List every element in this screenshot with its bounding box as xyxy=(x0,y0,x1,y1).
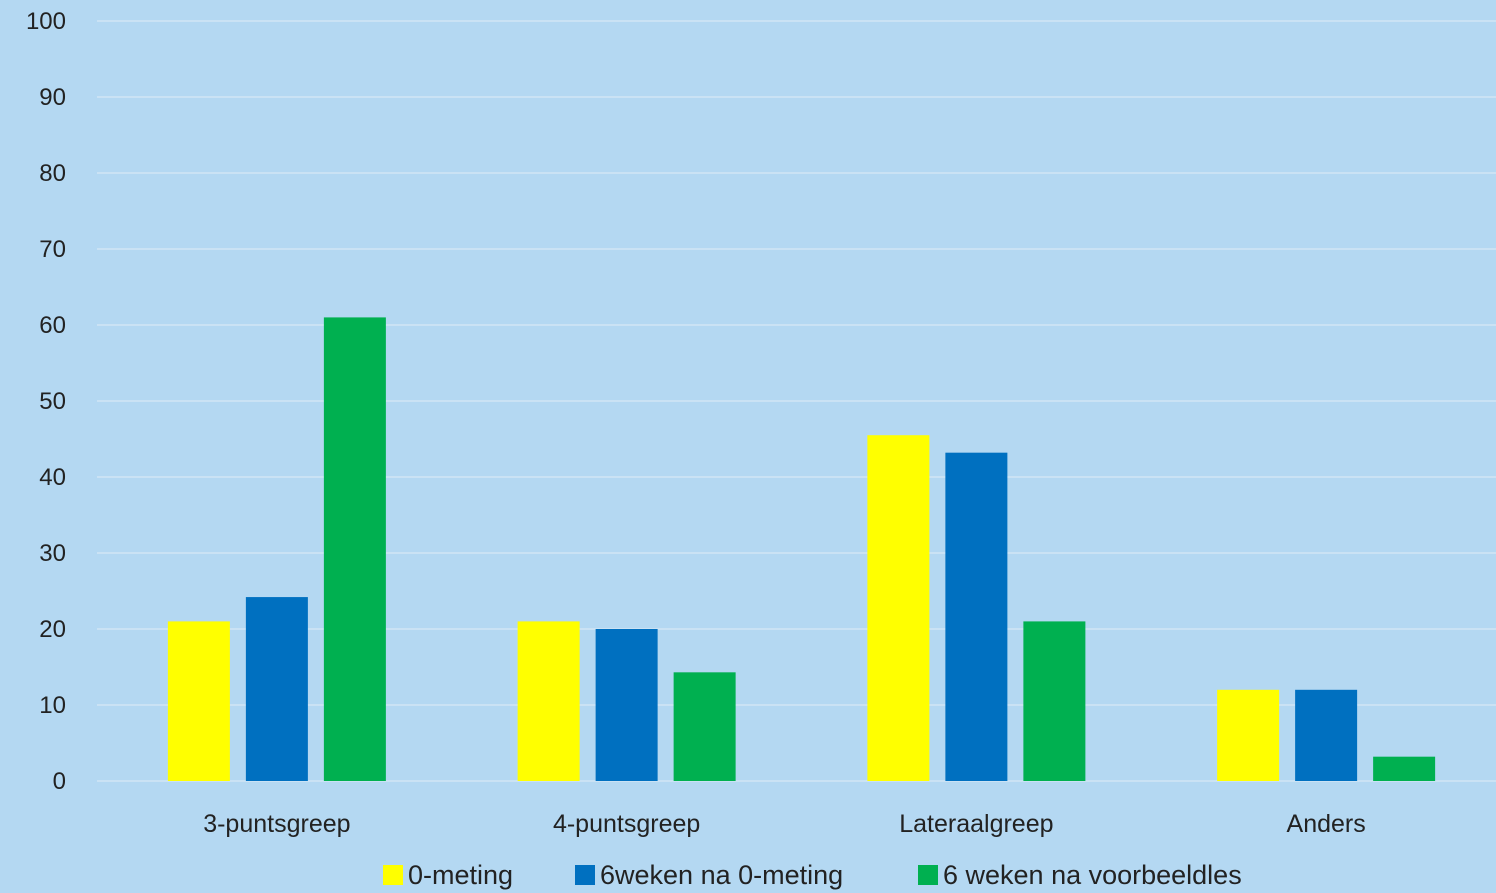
y-tick-label: 60 xyxy=(39,312,66,339)
bar xyxy=(323,317,386,781)
legend-swatch xyxy=(575,865,595,885)
y-tick-label: 40 xyxy=(39,464,66,491)
x-category-label: Anders xyxy=(1287,810,1366,838)
bars xyxy=(167,317,1436,781)
bar xyxy=(945,452,1008,781)
legend-label: 6 weken na voorbeeldles xyxy=(943,860,1242,890)
x-category-label: Lateraalgreep xyxy=(899,810,1053,838)
legend-swatch xyxy=(383,865,403,885)
y-tick-label: 70 xyxy=(39,236,66,263)
x-category-label: 3-puntsgreep xyxy=(203,810,350,838)
legend-swatch xyxy=(918,865,938,885)
bar xyxy=(1373,756,1436,781)
y-tick-label: 100 xyxy=(26,8,66,35)
y-tick-label: 90 xyxy=(39,84,66,111)
bar xyxy=(1217,689,1280,781)
legend-label: 0-meting xyxy=(408,860,513,890)
y-tick-label: 50 xyxy=(39,388,66,415)
legend-item: 0-meting xyxy=(383,860,513,890)
y-tick-label: 0 xyxy=(53,768,66,795)
bar xyxy=(595,629,658,781)
y-tick-label: 30 xyxy=(39,540,66,567)
bar xyxy=(673,672,736,781)
bar xyxy=(517,621,580,781)
legend-label: 6weken na 0-meting xyxy=(600,860,843,890)
y-tick-label: 20 xyxy=(39,616,66,643)
legend-item: 6 weken na voorbeeldles xyxy=(918,860,1242,890)
y-tick-label: 80 xyxy=(39,160,66,187)
x-axis-category-labels: 3-puntsgreep 4-puntsgreep Lateraalgreep And… xyxy=(203,810,1366,838)
y-tick-label: 10 xyxy=(39,692,66,719)
y-axis-tick-labels: 0 10 20 30 40 50 60 70 80 90 100 xyxy=(26,8,66,795)
bar xyxy=(1295,689,1358,781)
bar xyxy=(167,621,230,781)
bar xyxy=(867,435,930,781)
legend: 0-meting 6weken na 0-meting 6 weken na voo… xyxy=(383,860,1242,890)
bar xyxy=(1023,621,1086,781)
bar xyxy=(245,597,308,781)
legend-item: 6weken na 0-meting xyxy=(575,860,843,890)
x-category-label: 4-puntsgreep xyxy=(553,810,700,838)
